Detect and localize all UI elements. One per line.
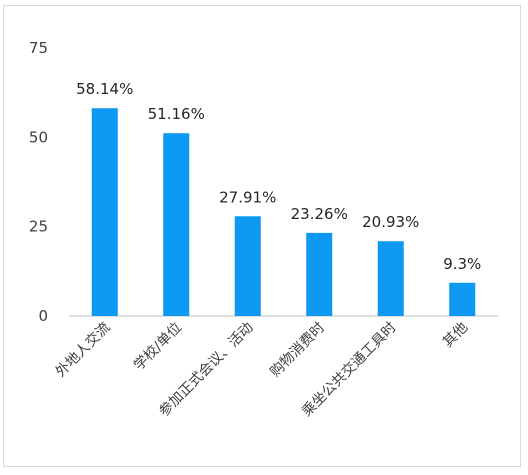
data-label: 23.26%	[291, 205, 348, 223]
y-tick-label: 50	[29, 128, 48, 146]
bar	[306, 232, 333, 316]
y-tick-label: 25	[29, 218, 48, 236]
category-label: 外地人交流	[52, 319, 114, 381]
data-label: 9.3%	[443, 255, 481, 273]
bar	[234, 216, 261, 316]
category-label: 购物消费时	[267, 320, 328, 381]
chart-frame	[3, 5, 521, 467]
bar	[91, 108, 118, 316]
category-label: 学校/单位	[130, 319, 185, 374]
y-tick-label: 0	[38, 307, 48, 325]
data-label: 27.91%	[219, 188, 276, 206]
data-label: 20.93%	[362, 213, 419, 231]
category-label: 其他	[440, 320, 471, 351]
bar	[377, 241, 404, 316]
bar	[449, 282, 476, 316]
y-tick-label: 75	[29, 39, 48, 57]
data-label: 58.14%	[76, 80, 133, 98]
data-label: 51.16%	[148, 105, 205, 123]
bar	[163, 133, 190, 316]
